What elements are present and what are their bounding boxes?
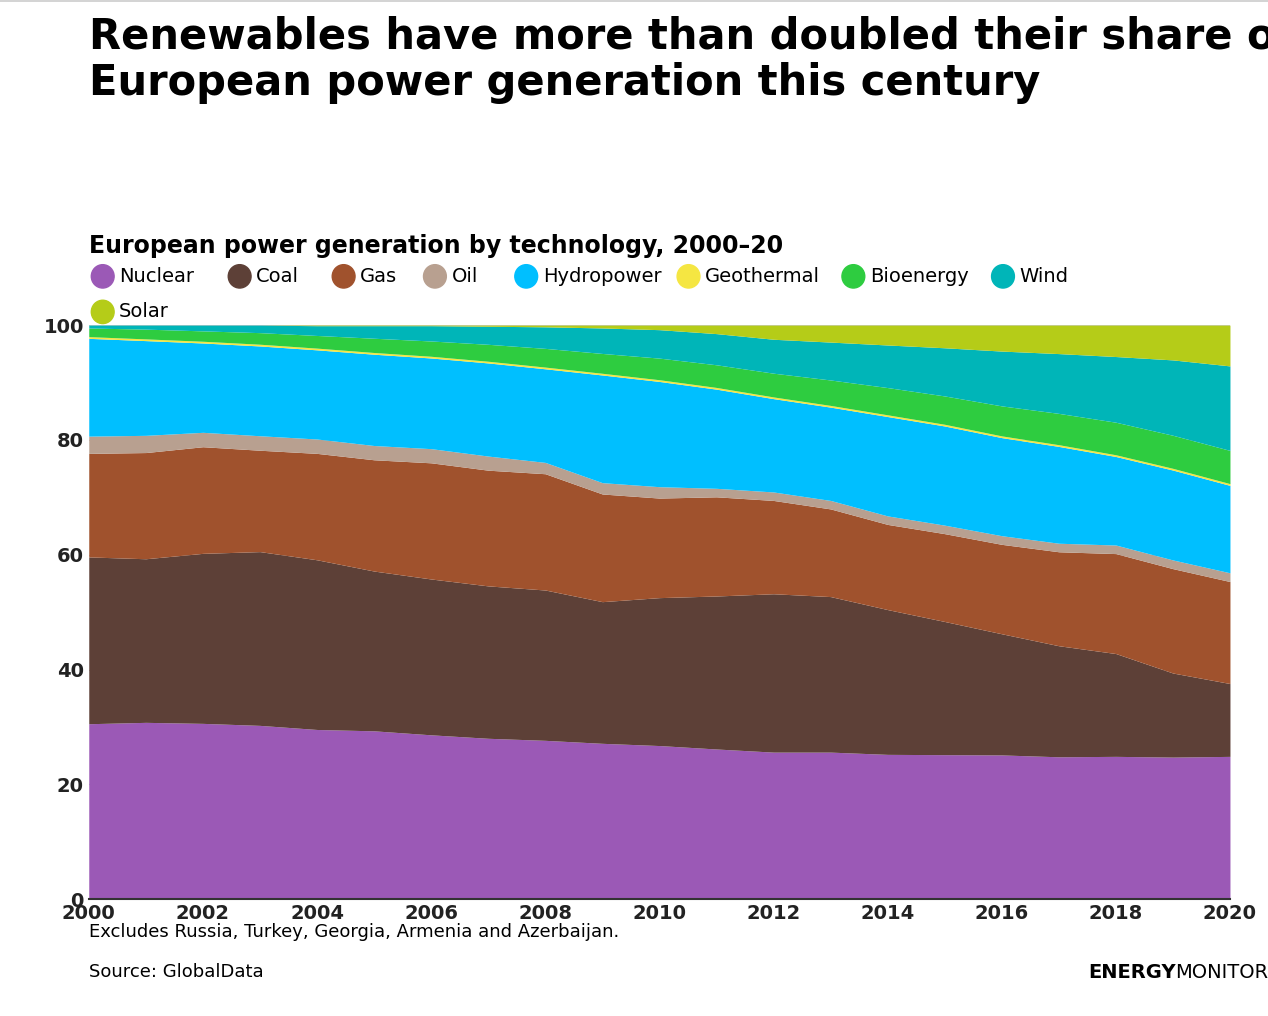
Text: Coal: Coal — [256, 267, 299, 285]
Text: Bioenergy: Bioenergy — [870, 267, 969, 285]
Text: Excludes Russia, Turkey, Georgia, Armenia and Azerbaijan.: Excludes Russia, Turkey, Georgia, Armeni… — [89, 923, 619, 941]
Text: ENERGY: ENERGY — [1088, 963, 1175, 982]
Text: Nuclear: Nuclear — [119, 267, 194, 285]
Text: MONITOR: MONITOR — [1175, 963, 1268, 982]
Text: Solar: Solar — [119, 303, 169, 321]
Text: Oil: Oil — [451, 267, 478, 285]
Text: Renewables have more than doubled their share of
European power generation this : Renewables have more than doubled their … — [89, 15, 1268, 105]
Text: Source: GlobalData: Source: GlobalData — [89, 963, 264, 981]
Text: Gas: Gas — [360, 267, 397, 285]
Text: Wind: Wind — [1019, 267, 1069, 285]
Text: Geothermal: Geothermal — [705, 267, 820, 285]
Text: European power generation by technology, 2000–20: European power generation by technology,… — [89, 234, 782, 258]
Text: Hydropower: Hydropower — [543, 267, 662, 285]
